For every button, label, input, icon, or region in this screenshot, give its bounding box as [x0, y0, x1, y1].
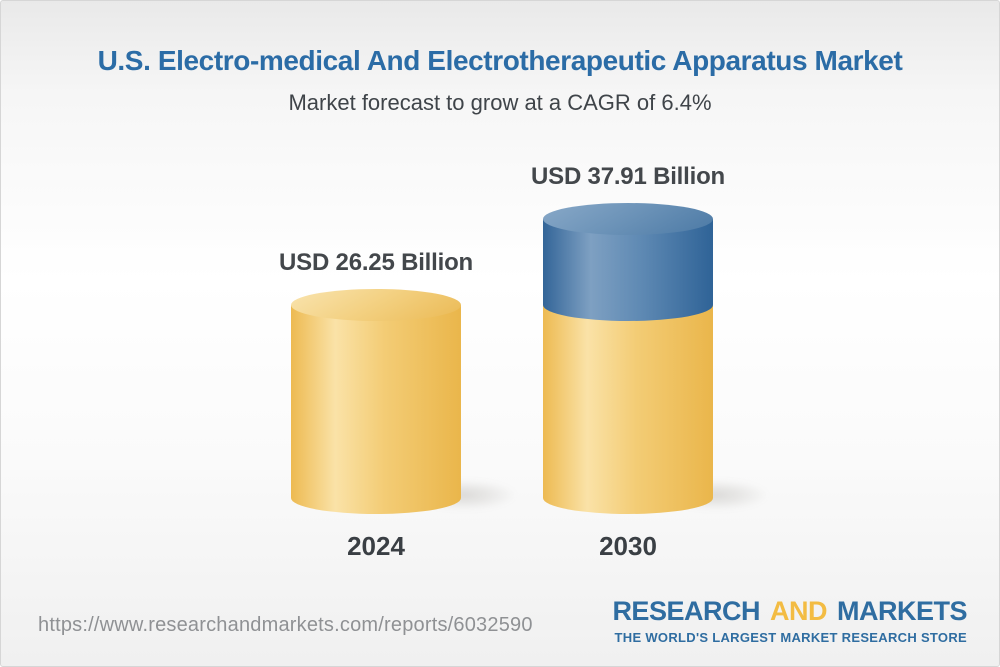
logo-word-research: RESEARCH: [612, 596, 760, 626]
bar-2030: USD 37.91 Billion 2030: [531, 1, 771, 666]
base-segment-2024: [291, 305, 461, 514]
growth-segment-2030: [543, 219, 713, 321]
cylinder-2030: [543, 203, 713, 514]
cylinder-2024: [291, 289, 461, 514]
base-segment-2030: [543, 305, 713, 514]
footer: https://www.researchandmarkets.com/repor…: [1, 596, 999, 666]
cylinder-top-cap: [543, 203, 713, 235]
logo-word-and: AND: [769, 596, 828, 626]
value-label-2030: USD 37.91 Billion: [531, 163, 725, 190]
value-label-2024: USD 26.25 Billion: [279, 249, 473, 276]
research-and-markets-logo: RESEARCH AND MARKETS THE WORLD'S LARGEST…: [612, 596, 967, 645]
page-title: U.S. Electro-medical And Electrotherapeu…: [97, 45, 903, 76]
report-url: https://www.researchandmarkets.com/repor…: [38, 614, 533, 636]
category-label-2024: 2024: [347, 531, 405, 561]
page-subtitle: Market forecast to grow at a CAGR of 6.4…: [288, 90, 712, 115]
cylinder-top-cap: [291, 289, 461, 321]
chart-header: U.S. Electro-medical And Electrotherapeu…: [1, 1, 999, 116]
logo-word-markets: MARKETS: [837, 596, 968, 626]
bar-2024: USD 26.25 Billion 2024: [279, 1, 519, 666]
logo-tagline: THE WORLD'S LARGEST MARKET RESEARCH STOR…: [614, 630, 967, 645]
category-label-2030: 2030: [599, 531, 657, 561]
logo-wordmark: RESEARCH AND MARKETS: [612, 596, 967, 627]
